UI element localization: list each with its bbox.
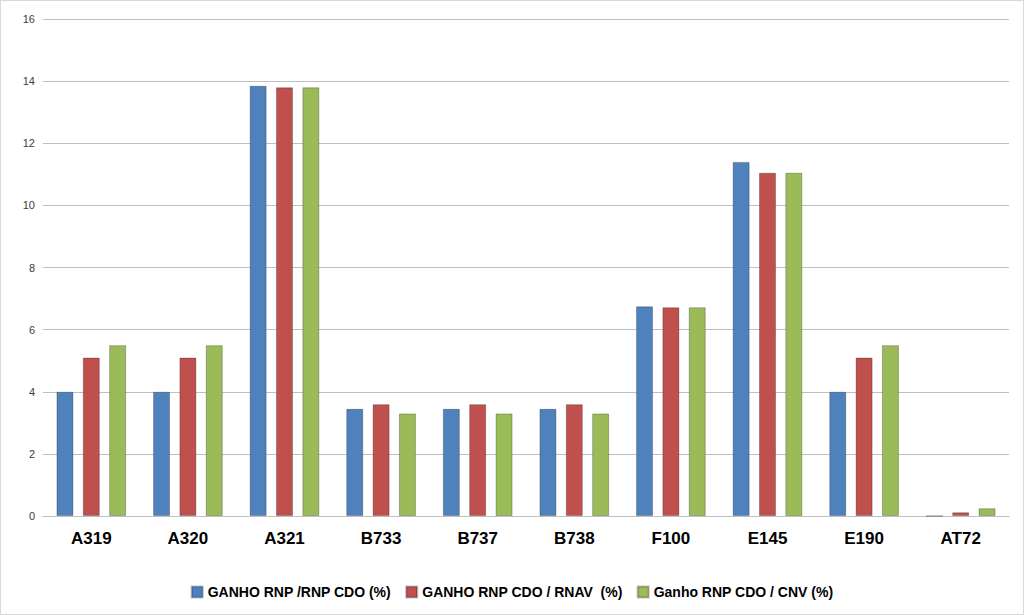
svg-text:E145: E145 <box>748 529 788 548</box>
svg-text:GANHO RNP /RNP CDO (%): GANHO RNP /RNP CDO (%) <box>208 584 391 600</box>
svg-text:16: 16 <box>23 13 35 25</box>
svg-text:2: 2 <box>29 448 35 460</box>
svg-text:F100: F100 <box>652 529 691 548</box>
svg-text:B737: B737 <box>457 529 498 548</box>
svg-text:E190: E190 <box>844 529 884 548</box>
svg-text:A319: A319 <box>71 529 112 548</box>
svg-text:B738: B738 <box>554 529 595 548</box>
svg-text:B733: B733 <box>361 529 402 548</box>
svg-text:6: 6 <box>29 324 35 336</box>
svg-text:4: 4 <box>29 386 35 398</box>
svg-text:8: 8 <box>29 262 35 274</box>
svg-text:14: 14 <box>23 75 35 87</box>
svg-text:A320: A320 <box>168 529 209 548</box>
svg-text:12: 12 <box>23 137 35 149</box>
svg-text:0: 0 <box>29 510 35 522</box>
svg-text:A321: A321 <box>264 529 305 548</box>
svg-text:Ganho RNP CDO / CNV (%): Ganho RNP CDO / CNV (%) <box>654 584 833 600</box>
svg-text:GANHO RNP CDO / RNAV (%): GANHO RNP CDO / RNAV (%) <box>422 584 622 600</box>
svg-text:AT72: AT72 <box>941 529 981 548</box>
svg-text:10: 10 <box>23 199 35 211</box>
